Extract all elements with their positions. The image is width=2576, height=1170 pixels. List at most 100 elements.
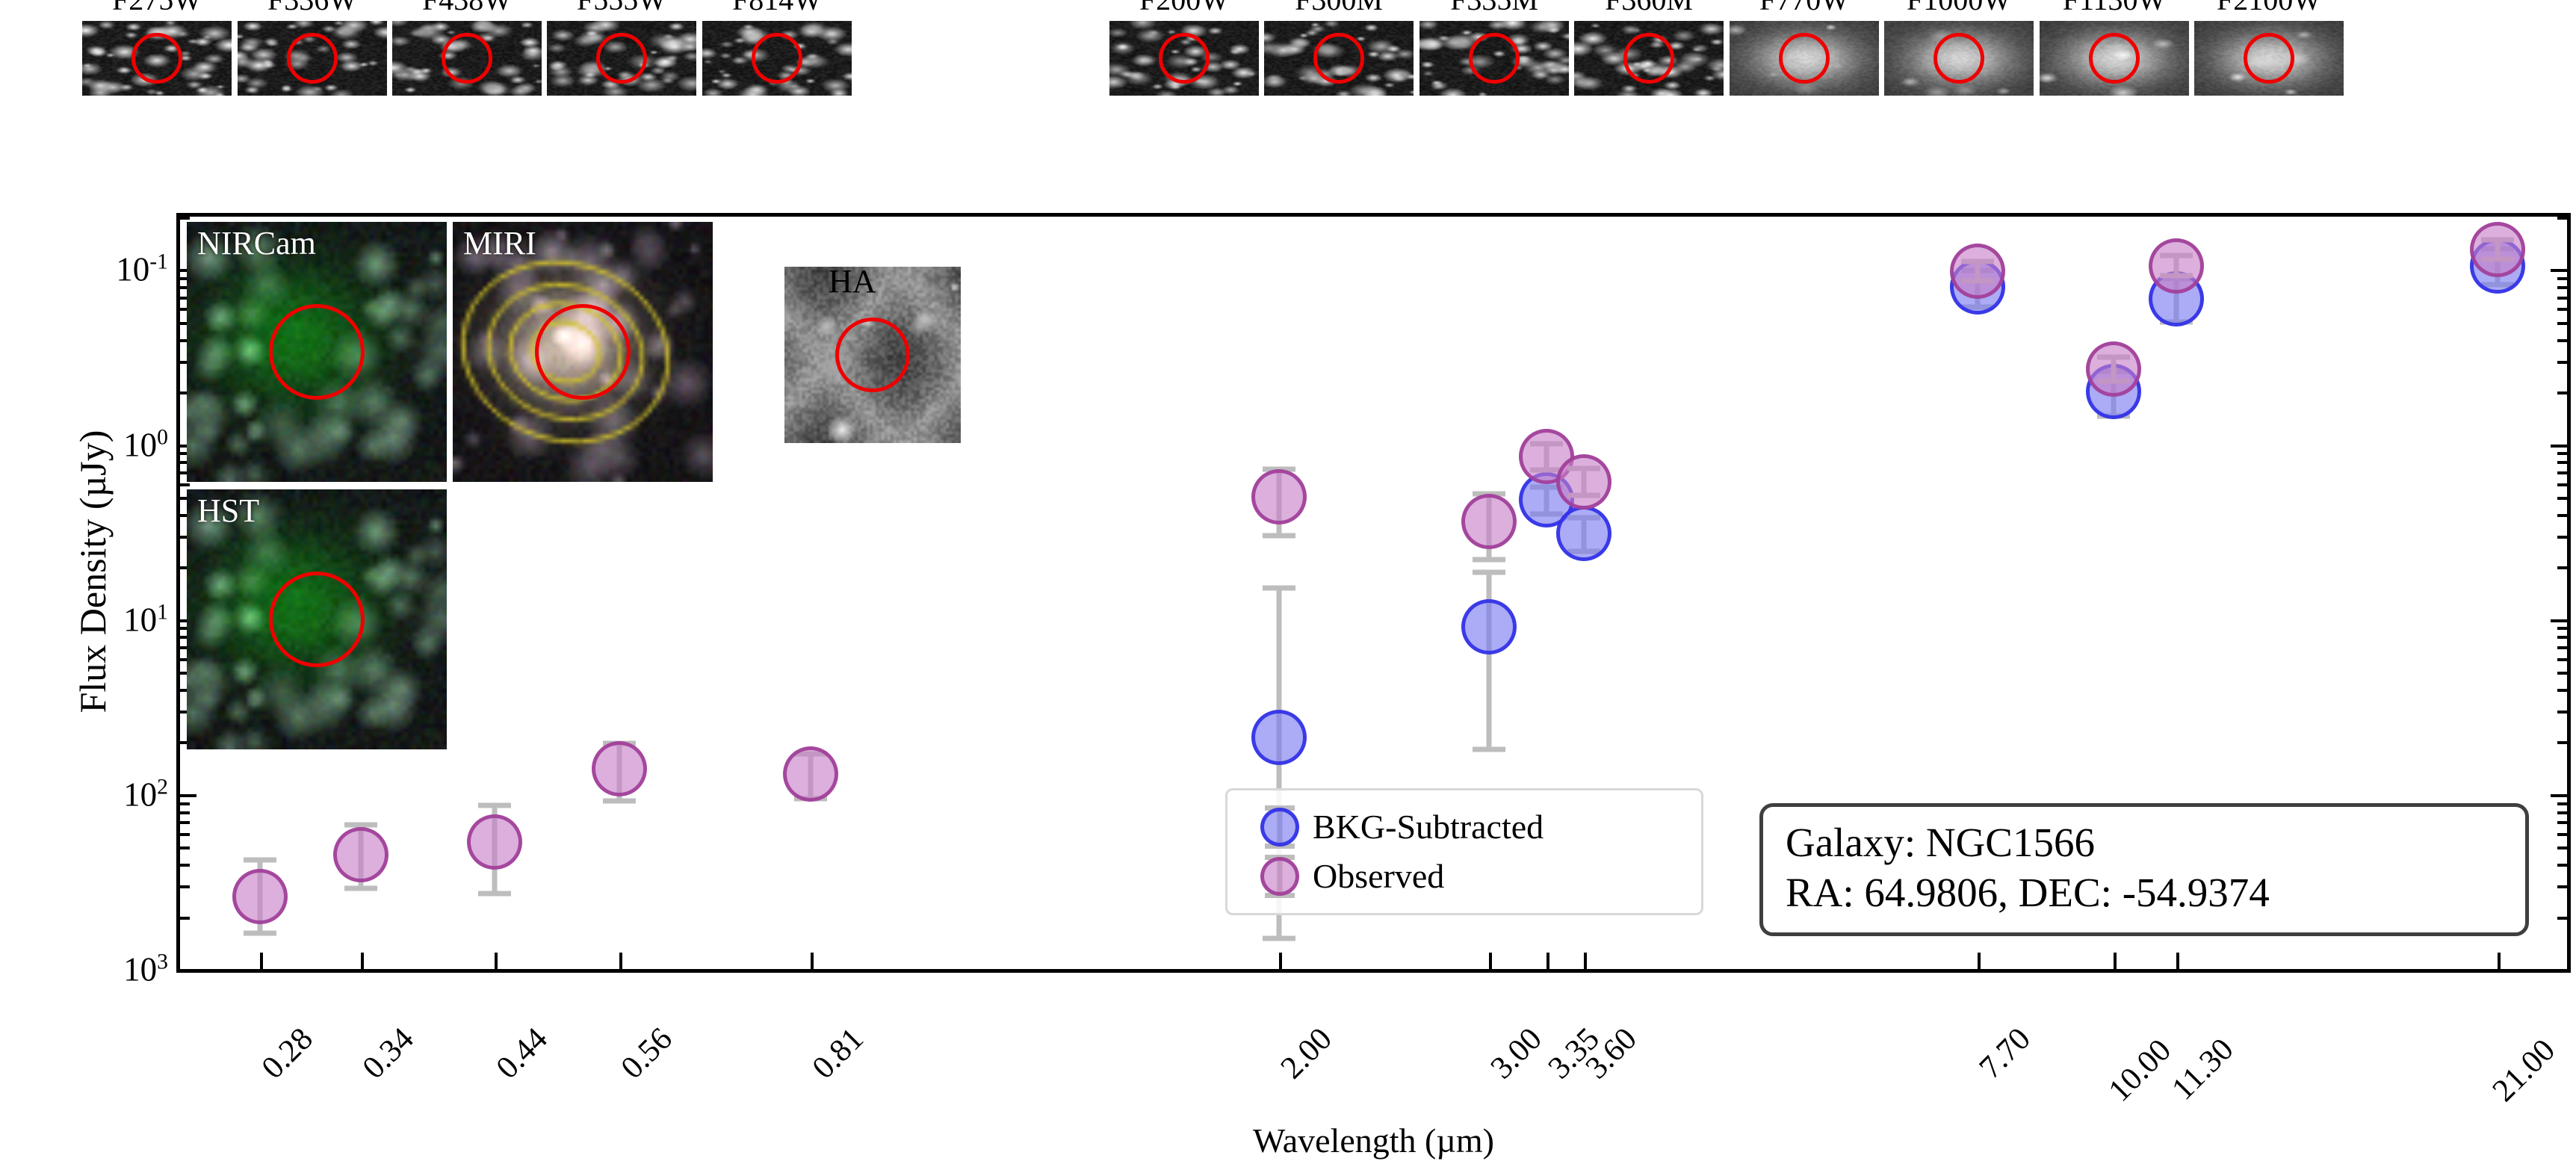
error-bar-cap	[1263, 533, 1295, 539]
x-tick-major	[360, 953, 364, 969]
plot-legend: BKG-Subtracted Observed	[1225, 788, 1703, 915]
y-tick-minor	[180, 627, 190, 631]
error-bar-cap	[344, 885, 377, 891]
legend-item-bkg-subtracted: BKG-Subtracted	[1247, 802, 1682, 852]
aperture-circle	[287, 33, 338, 84]
y-tick-minor	[180, 821, 190, 825]
data-point-observed	[2085, 341, 2141, 397]
inset-label: HST	[197, 492, 260, 529]
x-tick-major	[619, 953, 622, 969]
x-tick-major	[494, 953, 498, 969]
y-tick-minor	[2557, 536, 2567, 539]
inset-label: HST HA	[829, 267, 876, 300]
x-tick-label: 7.70	[1972, 1021, 2038, 1086]
error-bar-cap	[477, 891, 511, 897]
y-tick-minor	[2557, 338, 2567, 342]
y-tick-minor	[180, 277, 190, 281]
y-tick-minor	[2557, 646, 2567, 649]
y-tick-minor	[2557, 711, 2567, 714]
error-bar	[1486, 572, 1492, 750]
y-tick-minor	[180, 741, 190, 745]
y-tick-minor	[2557, 688, 2567, 692]
x-tick-major	[1489, 953, 1493, 969]
aperture-circle	[269, 572, 365, 667]
y-tick-minor	[2557, 452, 2567, 456]
aperture-circle	[2089, 33, 2140, 84]
aperture-circle	[1623, 33, 1674, 84]
y-tick-label: 10-1	[116, 250, 168, 288]
error-bar-cap	[1473, 557, 1506, 563]
cutout-f200w: F200W	[1109, 0, 1259, 96]
data-point-observed	[466, 814, 522, 870]
y-tick-minor	[180, 864, 190, 867]
x-tick-major	[1546, 953, 1549, 969]
y-tick-minor	[2557, 391, 2567, 395]
y-tick-label: 103	[123, 950, 168, 988]
data-point-observed	[1950, 243, 2006, 299]
cutout-f814w: F814W	[702, 0, 852, 96]
y-tick-minor	[2557, 360, 2567, 364]
x-tick-major	[2498, 953, 2501, 969]
aperture-circle	[1469, 33, 1520, 84]
y-tick-minor	[180, 308, 190, 312]
data-point-bkg-subtracted	[1251, 710, 1307, 766]
cutout-f555w: F555W	[547, 0, 696, 96]
x-tick-major	[810, 953, 814, 969]
y-tick-minor	[2557, 802, 2567, 805]
error-bar-cap	[1263, 466, 1295, 472]
data-point-bkg-subtracted	[1461, 599, 1517, 655]
cutout-label: F336W	[267, 0, 357, 15]
data-point-observed	[2470, 221, 2526, 277]
y-tick-minor	[180, 296, 190, 300]
aperture-circle	[1933, 33, 1984, 84]
error-bar-cap	[1263, 935, 1295, 941]
y-tick-minor	[2557, 566, 2567, 570]
aperture-circle	[835, 318, 910, 392]
legend-item-observed: Observed	[1247, 852, 1682, 901]
y-tick-minor	[180, 497, 190, 501]
y-tick-minor	[2557, 217, 2567, 220]
x-tick-major	[1583, 953, 1587, 969]
y-tick-minor	[180, 360, 190, 364]
y-tick-label: 100	[123, 425, 168, 464]
x-tick-label: 10.00	[2102, 1032, 2178, 1109]
error-bar-cap	[477, 802, 511, 808]
inset-hst-ha: HST HA	[784, 267, 961, 443]
y-tick-minor	[180, 391, 190, 395]
y-tick-major	[2551, 444, 2567, 448]
x-tick-major	[1978, 953, 1981, 969]
inset-miri: MIRI	[453, 222, 713, 482]
cutout-label: F1130W	[2063, 0, 2167, 15]
data-point-observed	[2149, 238, 2205, 294]
y-tick-minor	[2557, 286, 2567, 290]
y-tick-minor	[2557, 821, 2567, 825]
data-point-observed	[591, 740, 647, 796]
y-tick-minor	[180, 657, 190, 661]
y-tick-minor	[2557, 741, 2567, 745]
y-tick-minor	[2557, 846, 2567, 850]
cutout-f300m: F300M	[1264, 0, 1414, 96]
data-point-observed	[232, 868, 288, 924]
x-tick-label: 2.00	[1274, 1021, 1339, 1086]
y-tick-minor	[2557, 321, 2567, 325]
error-bar-cap	[1473, 491, 1506, 497]
y-tick-minor	[180, 483, 190, 486]
aperture-circle	[1313, 33, 1364, 84]
y-tick-label: 101	[123, 600, 168, 639]
aperture-circle	[535, 304, 631, 400]
x-tick-label: 0.81	[805, 1021, 870, 1086]
y-tick-minor	[180, 321, 190, 325]
data-point-observed	[1461, 494, 1517, 550]
error-bar-cap	[243, 857, 276, 863]
y-tick-minor	[180, 636, 190, 640]
error-bar-cap	[1473, 569, 1506, 575]
y-tick-label: 102	[123, 775, 168, 814]
y-tick-minor	[2557, 864, 2567, 867]
x-tick-major	[1279, 953, 1282, 969]
y-tick-minor	[180, 672, 190, 675]
aperture-circle	[752, 33, 802, 84]
y-tick-minor	[180, 688, 190, 692]
y-tick-minor	[180, 646, 190, 649]
cutout-f360m: F360M	[1574, 0, 1724, 96]
